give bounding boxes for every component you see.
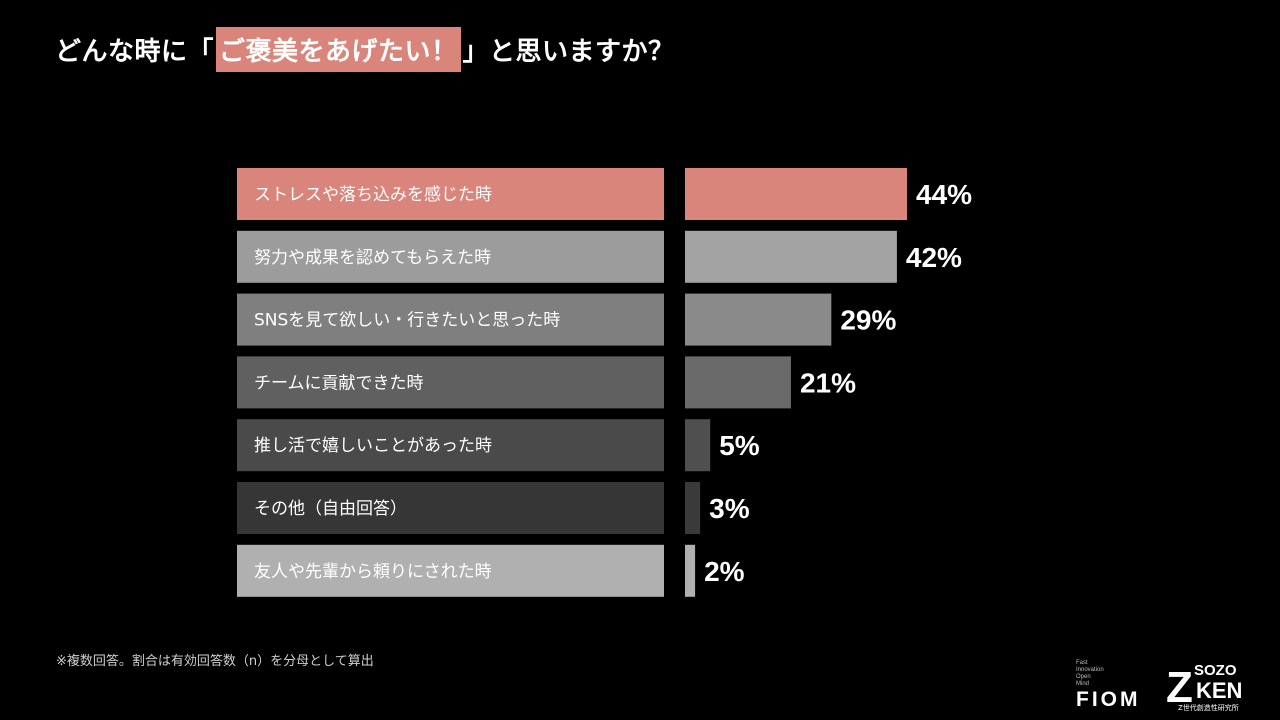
category-label: その他（自由回答） [254,499,407,519]
category-label: ストレスや落ち込みを感じた時 [254,185,492,205]
zken-top: SOZO [1194,662,1237,679]
category-box [237,544,664,597]
value-label: 29% [840,305,896,336]
category-label: SNSを見て欲しい・行きたいと思った時 [254,311,560,331]
value-label: 21% [800,367,856,398]
value-label: 2% [704,556,745,587]
bar [685,419,711,472]
footnote: ※複数回答。割合は有効回答数（n）を分母として算出 [56,654,374,669]
category-box [237,168,664,220]
category-label: 友人や先輩から頼りにされた時 [254,562,492,582]
page-title: どんな時に「 ご褒美をあげたい！ 」と思いますか？ [55,26,675,72]
bar [685,293,832,346]
value-label: 5% [719,430,760,461]
bar [685,168,907,220]
zken-z: Z [1166,663,1193,712]
category-box [237,419,664,472]
zken-caption: Z世代創造性研究所 [1178,703,1239,712]
fiom-tagline-3: Open [1076,674,1091,680]
fiom-tagline-4: Mind [1076,681,1090,687]
fiom-name: FIOM [1076,688,1141,711]
bar-chart: ストレスや落ち込みを感じた時 44% 努力や成果を認めてもらえた時 42% SNSを見て… [237,168,972,597]
title-suffix: 」と思いますか？ [462,36,675,67]
zken-bottom: KEN [1196,678,1242,703]
fiom-logo: Fast Innovation Open Mind FIOM [1076,660,1156,714]
value-label: 3% [709,493,750,524]
bar [685,230,897,283]
fiom-tagline-2: Innovation [1076,667,1104,673]
bar [685,356,791,409]
value-label: 44% [916,179,972,210]
category-label: チームに貢献できた時 [254,373,424,393]
bar [685,544,696,597]
fiom-tagline-1: Fast [1076,660,1088,666]
category-label: 努力や成果を認めてもらえた時 [254,248,491,268]
category-box [237,293,664,346]
title-prefix: どんな時に「 [55,36,215,67]
category-label: 推し活で嬉しいことがあった時 [254,436,492,456]
zken-logo: Z SOZO KEN Z世代創造性研究所 [1166,662,1242,712]
bar [685,482,701,534]
category-box [237,356,664,409]
value-label: 42% [906,242,962,273]
category-box [237,482,664,534]
category-box [237,230,664,283]
title-highlight: ご褒美をあげたい！ [216,26,461,72]
